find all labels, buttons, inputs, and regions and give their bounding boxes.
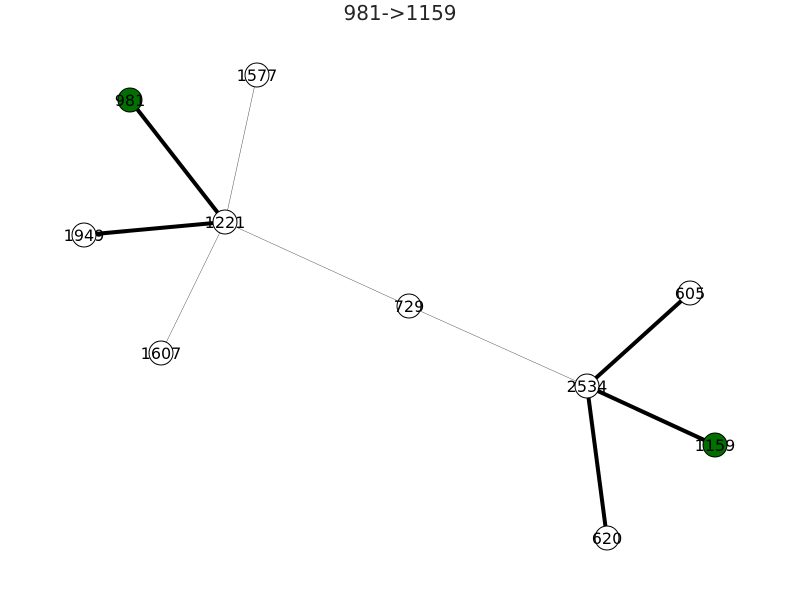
- node-circle-1607: [148, 340, 174, 366]
- node-label-605: 605: [675, 284, 706, 303]
- edge-1949-1221: [83, 220, 226, 237]
- edge-2534-1159: [586, 384, 716, 447]
- node-circle-1949: [71, 222, 97, 248]
- node-729: 729: [394, 293, 425, 319]
- node-label-1159: 1159: [695, 436, 736, 455]
- node-1577: 1577: [237, 62, 278, 88]
- node-1159: 1159: [695, 432, 736, 458]
- node-label-1577: 1577: [237, 66, 278, 85]
- node-circle-729: [396, 293, 422, 319]
- edge-2534-605: [585, 291, 692, 388]
- node-981: 981: [115, 87, 146, 113]
- node-circle-605: [677, 280, 703, 306]
- node-label-620: 620: [592, 529, 623, 548]
- node-circle-981: [117, 87, 143, 113]
- edge-2534-620: [585, 385, 609, 539]
- node-1221: 1221: [205, 209, 246, 235]
- node-circle-1159: [702, 432, 728, 458]
- edge-1577-1221: [224, 74, 258, 223]
- edge-729-2534: [408, 305, 588, 387]
- node-circle-620: [594, 525, 620, 551]
- edges-layer: [83, 74, 716, 539]
- node-label-729: 729: [394, 297, 425, 316]
- nodes-layer: 1577 981 1221 1949 1607 729 605 2534 1159 620: [64, 62, 736, 551]
- edge-981-1221: [128, 98, 227, 224]
- node-605: 605: [675, 280, 706, 306]
- node-label-1221: 1221: [205, 213, 246, 232]
- node-label-1949: 1949: [64, 226, 105, 245]
- node-label-2534: 2534: [567, 377, 608, 396]
- node-label-981: 981: [115, 91, 146, 110]
- node-label-1607: 1607: [141, 344, 182, 363]
- graph-title: 981->1159: [343, 1, 457, 25]
- node-1949: 1949: [64, 222, 105, 248]
- node-620: 620: [592, 525, 623, 551]
- node-2534: 2534: [567, 373, 608, 399]
- edge-1607-1221: [160, 221, 226, 354]
- node-circle-2534: [574, 373, 600, 399]
- node-circle-1577: [244, 62, 270, 88]
- node-1607: 1607: [141, 340, 182, 366]
- node-circle-1221: [212, 209, 238, 235]
- edge-1221-729: [224, 221, 410, 307]
